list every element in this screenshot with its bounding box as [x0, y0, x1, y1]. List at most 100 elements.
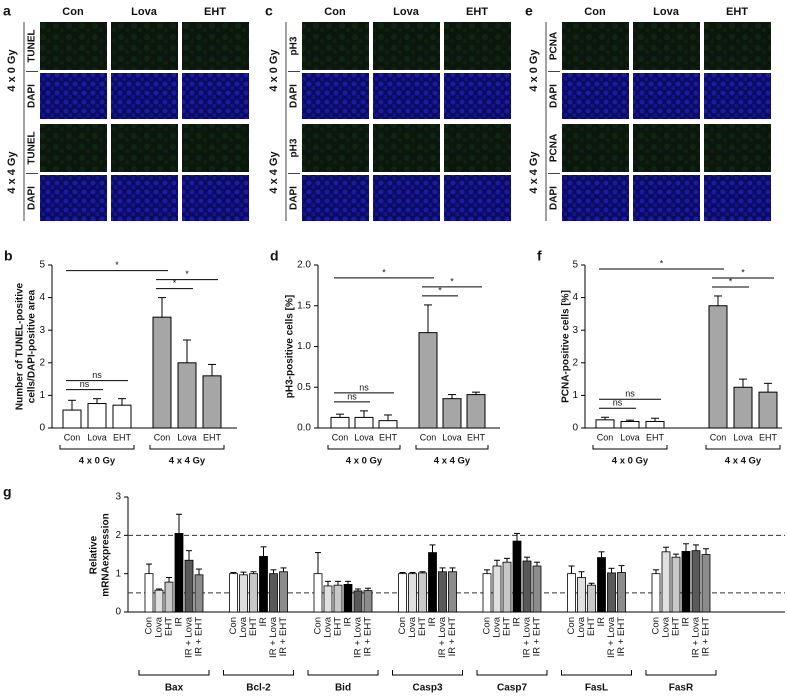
row-label: PCNA: [549, 32, 560, 60]
group-bracket: [327, 445, 401, 450]
group-bracket: [59, 445, 135, 450]
bar: [595, 419, 615, 429]
group-bracket: [592, 445, 668, 450]
micrograph: [182, 175, 249, 221]
y-tick-label: 4: [572, 292, 578, 303]
series-label: EHT: [586, 617, 597, 636]
micrograph: [373, 124, 440, 172]
significance-label: ns: [625, 389, 635, 399]
bar: [177, 362, 197, 429]
y-tick-label: 2: [39, 357, 45, 368]
series-label: Lova: [323, 616, 334, 637]
bar: [482, 573, 492, 613]
y-axis-label: mRNAexpression: [101, 513, 112, 596]
y-tick-label: 5: [39, 260, 45, 271]
micrograph: [562, 175, 629, 221]
bar: [269, 573, 278, 613]
y-axis-label: PCNA-positive cells [%]: [561, 290, 572, 403]
micrograph: [444, 73, 511, 119]
significance-label: *: [450, 276, 454, 286]
bar: [343, 584, 353, 613]
series-label: Con: [228, 617, 239, 634]
series-label: IR + EHT: [616, 617, 627, 657]
series-label: Con: [482, 617, 493, 634]
bar: [184, 559, 194, 613]
bar: [354, 416, 374, 429]
y-tick-label: 2: [115, 530, 121, 541]
gene-bracket: [223, 670, 294, 676]
significance-label: ns: [613, 398, 623, 408]
bar: [645, 420, 665, 429]
bar: [617, 572, 626, 613]
bar: [144, 573, 154, 613]
y-tick-label: 3: [39, 325, 45, 336]
series-label: Con: [566, 617, 577, 634]
bar: [174, 533, 184, 613]
bar: [620, 420, 640, 429]
series-label: IR + EHT: [363, 617, 374, 657]
bar: [62, 409, 82, 429]
x-tick-label: EHT: [379, 432, 398, 442]
group-label: 4 x 0 Gy: [268, 49, 280, 92]
bar: [661, 551, 671, 613]
bar: [279, 571, 288, 613]
series-label: IR + Lova: [606, 616, 617, 658]
group-label: 4 x 0 Gy: [79, 456, 116, 467]
micrograph: [444, 124, 511, 172]
series-label: Lova: [154, 616, 165, 637]
group-bracket: [415, 445, 489, 450]
bar: [671, 556, 681, 613]
significance-label: *: [660, 258, 664, 268]
bar: [164, 581, 174, 613]
row-label: DAPI: [549, 186, 560, 210]
micrograph: [111, 73, 178, 119]
group-label: 4 x 4 Gy: [169, 456, 206, 467]
micrograph: [111, 175, 178, 221]
series-label: Con: [313, 617, 324, 634]
micrograph: [182, 22, 249, 70]
bar: [378, 420, 398, 429]
y-tick-label: 1: [39, 390, 45, 401]
bar: [522, 560, 532, 613]
series-label: IR: [174, 617, 185, 627]
y-tick-label: 2.0: [297, 260, 311, 271]
column-label: Lova: [393, 6, 420, 18]
micrograph: [562, 124, 629, 172]
series-label: IR + EHT: [278, 617, 289, 657]
column-label: Lova: [653, 6, 680, 18]
micrograph: [704, 22, 771, 70]
bar: [323, 585, 333, 613]
category-label: Casp7: [497, 683, 527, 694]
significance-label: *: [438, 285, 442, 295]
bar: [597, 557, 606, 613]
micrograph: [302, 22, 369, 70]
micrograph: [562, 22, 629, 70]
row-label: DAPI: [549, 84, 560, 108]
gene-bracket: [392, 670, 463, 676]
x-tick-label: Lova: [87, 432, 107, 442]
micrograph: [633, 73, 700, 119]
gene-bracket: [138, 670, 210, 676]
micrograph: [40, 175, 107, 221]
x-tick-label: Lova: [354, 432, 374, 442]
bar: [249, 573, 258, 613]
micrograph: [182, 73, 249, 119]
series-label: EHT: [671, 617, 682, 636]
series-label: IR + Lova: [268, 616, 279, 658]
column-label: EHT: [204, 6, 226, 18]
micrograph: [373, 22, 440, 70]
row-label: TUNEL: [27, 29, 38, 62]
group-label: 4 x 4 Gy: [528, 151, 540, 194]
series-label: EHT: [164, 617, 175, 636]
micrograph: [633, 124, 700, 172]
series-label: EHT: [333, 617, 344, 636]
micrograph: [40, 22, 107, 70]
series-label: IR + Lova: [691, 616, 702, 658]
row-label: DAPI: [27, 84, 38, 108]
y-tick-label: 0.5: [297, 382, 311, 393]
x-tick-label: EHT: [467, 432, 486, 442]
column-label: Lova: [131, 6, 158, 18]
micrograph: [40, 73, 107, 119]
micrograph: [704, 73, 771, 119]
